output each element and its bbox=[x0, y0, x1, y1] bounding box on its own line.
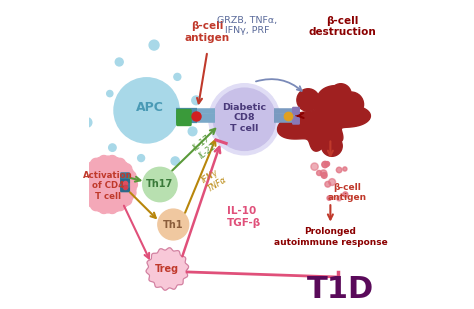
Text: Diabetic
CD8
T cell: Diabetic CD8 T cell bbox=[222, 103, 266, 133]
Text: T1D: T1D bbox=[307, 275, 374, 304]
FancyBboxPatch shape bbox=[177, 116, 191, 125]
FancyBboxPatch shape bbox=[293, 108, 299, 115]
Circle shape bbox=[337, 196, 341, 201]
Circle shape bbox=[107, 91, 113, 97]
Text: β-cell
antigen: β-cell antigen bbox=[327, 183, 366, 202]
Circle shape bbox=[143, 167, 177, 202]
Polygon shape bbox=[277, 86, 370, 151]
Circle shape bbox=[343, 192, 348, 197]
FancyBboxPatch shape bbox=[121, 186, 129, 192]
Circle shape bbox=[311, 163, 318, 170]
Circle shape bbox=[321, 136, 342, 156]
FancyBboxPatch shape bbox=[121, 173, 129, 178]
Circle shape bbox=[188, 127, 197, 136]
Circle shape bbox=[325, 181, 331, 187]
Circle shape bbox=[109, 144, 116, 151]
Circle shape bbox=[317, 171, 322, 176]
Text: IFNγ
TNFα: IFNγ TNFα bbox=[200, 166, 228, 194]
Circle shape bbox=[174, 74, 181, 80]
Text: β-cell
antigen: β-cell antigen bbox=[185, 21, 230, 43]
Circle shape bbox=[137, 154, 145, 162]
Circle shape bbox=[330, 84, 351, 104]
Text: IL-17
IL-22: IL-17 IL-22 bbox=[191, 134, 218, 161]
Circle shape bbox=[158, 209, 189, 240]
Circle shape bbox=[321, 172, 327, 178]
Circle shape bbox=[327, 196, 331, 200]
FancyBboxPatch shape bbox=[121, 182, 129, 187]
Text: APC: APC bbox=[136, 101, 164, 114]
Text: β-cell
destruction: β-cell destruction bbox=[309, 15, 376, 37]
Text: Th1: Th1 bbox=[163, 219, 183, 230]
Circle shape bbox=[322, 161, 328, 168]
Circle shape bbox=[192, 96, 201, 105]
Circle shape bbox=[209, 84, 280, 155]
Circle shape bbox=[337, 167, 342, 173]
Circle shape bbox=[343, 167, 347, 171]
Circle shape bbox=[339, 92, 364, 117]
Polygon shape bbox=[146, 248, 189, 290]
Circle shape bbox=[297, 89, 319, 111]
Circle shape bbox=[149, 40, 159, 50]
Text: GRZB, TNFα,
IFNγ, PRF: GRZB, TNFα, IFNγ, PRF bbox=[217, 15, 277, 35]
Text: Th17: Th17 bbox=[146, 180, 173, 189]
Circle shape bbox=[325, 162, 329, 166]
Circle shape bbox=[295, 119, 312, 137]
Text: Treg: Treg bbox=[155, 264, 179, 274]
Circle shape bbox=[171, 157, 179, 165]
FancyBboxPatch shape bbox=[121, 177, 129, 183]
Circle shape bbox=[115, 58, 123, 66]
Text: Prolonged
autoimmune response: Prolonged autoimmune response bbox=[273, 227, 387, 247]
Text: IL-10
TGF-β: IL-10 TGF-β bbox=[227, 206, 261, 228]
Text: Activation
of CD4
T cell: Activation of CD4 T cell bbox=[83, 171, 133, 201]
Circle shape bbox=[82, 118, 92, 127]
Circle shape bbox=[328, 179, 336, 185]
Circle shape bbox=[213, 88, 275, 150]
Circle shape bbox=[114, 78, 179, 143]
FancyBboxPatch shape bbox=[177, 109, 191, 118]
Circle shape bbox=[320, 170, 327, 176]
FancyBboxPatch shape bbox=[293, 117, 299, 124]
Polygon shape bbox=[79, 155, 137, 214]
